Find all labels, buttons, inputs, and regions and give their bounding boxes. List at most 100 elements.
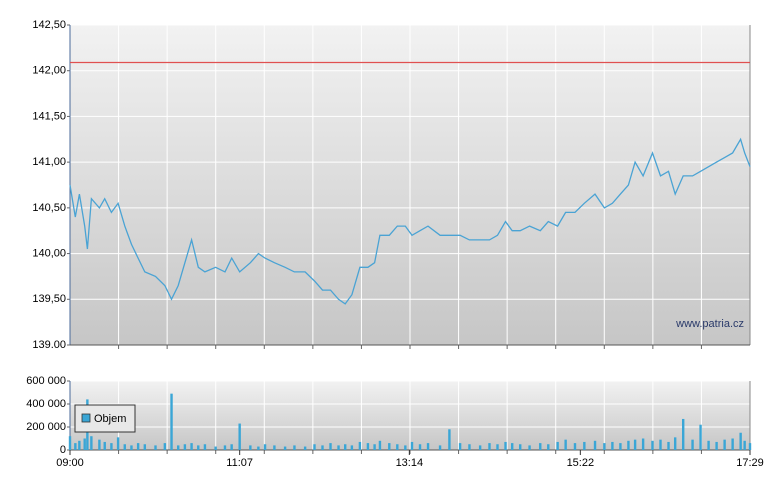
volume-bar bbox=[293, 445, 296, 450]
volume-bar bbox=[748, 443, 752, 450]
y-tick-label: 400 000 bbox=[26, 398, 66, 410]
volume-bar bbox=[230, 444, 233, 450]
volume-bar bbox=[619, 443, 622, 450]
y-tick-label: 0 bbox=[60, 444, 66, 456]
x-tick-label: 09:00 bbox=[56, 457, 84, 469]
volume-bar bbox=[177, 445, 180, 450]
volume-bar bbox=[78, 440, 81, 450]
volume-bar bbox=[190, 443, 193, 450]
volume-bar bbox=[130, 445, 133, 450]
volume-bar bbox=[583, 441, 586, 450]
volume-bar bbox=[68, 436, 72, 450]
volume-bar bbox=[303, 446, 307, 450]
volume-bar bbox=[366, 443, 370, 450]
watermark: www.patria.cz bbox=[675, 318, 744, 330]
volume-bar bbox=[98, 439, 101, 450]
volume-bar bbox=[496, 444, 499, 450]
volume-bar bbox=[197, 445, 200, 450]
y-tick-label: 140,00 bbox=[32, 247, 66, 259]
volume-bar bbox=[136, 443, 140, 450]
volume-bar bbox=[263, 444, 267, 450]
x-tick-label: 11:07 bbox=[226, 457, 253, 469]
volume-bar bbox=[468, 444, 471, 450]
volume-bar bbox=[163, 443, 167, 450]
volume-bar bbox=[659, 439, 662, 450]
volume-bar bbox=[547, 444, 550, 450]
volume-bar bbox=[438, 445, 442, 450]
volume-bar bbox=[257, 446, 260, 450]
volume-bar bbox=[223, 445, 227, 450]
volume-bar bbox=[556, 441, 559, 450]
legend-swatch bbox=[81, 413, 91, 423]
volume-bar bbox=[573, 443, 577, 450]
volume-bar bbox=[74, 443, 77, 450]
volume-bar bbox=[350, 445, 354, 450]
volume-bar bbox=[667, 441, 670, 450]
volume-bar bbox=[699, 424, 702, 450]
y-tick-label: 141,50 bbox=[32, 110, 66, 122]
volume-bar bbox=[344, 444, 347, 450]
volume-bar bbox=[321, 445, 324, 450]
volume-bar bbox=[715, 441, 718, 450]
y-tick-label: 142,50 bbox=[32, 19, 66, 31]
volume-bar bbox=[611, 441, 614, 450]
volume-bar bbox=[170, 393, 173, 450]
volume-bar bbox=[337, 445, 340, 450]
y-tick-label: 139,50 bbox=[32, 293, 66, 305]
volume-bar bbox=[123, 444, 126, 450]
y-tick-label: 140,50 bbox=[32, 202, 66, 214]
volume-bar bbox=[358, 441, 362, 450]
volume-bar bbox=[731, 438, 734, 450]
volume-bar bbox=[627, 440, 630, 450]
price-line bbox=[69, 137, 751, 305]
volume-bar bbox=[478, 445, 482, 450]
volume-bar bbox=[603, 443, 606, 450]
volume-bar bbox=[373, 444, 376, 450]
volume-bar bbox=[203, 444, 207, 450]
volume-bar bbox=[707, 440, 710, 450]
x-tick-label: 13:14 bbox=[396, 457, 424, 469]
volume-bar bbox=[488, 443, 491, 450]
volume-bar bbox=[283, 446, 287, 450]
volume-bar bbox=[528, 445, 531, 450]
volume-bar bbox=[426, 443, 430, 450]
y-tick-label: 200 000 bbox=[26, 421, 66, 433]
volume-bar bbox=[691, 439, 694, 450]
volume-bar bbox=[458, 443, 462, 450]
volume-bar bbox=[504, 441, 507, 450]
volume-bar bbox=[378, 440, 382, 450]
volume-bar bbox=[739, 432, 742, 450]
volume-bar bbox=[238, 423, 241, 450]
volume-bar bbox=[183, 444, 187, 450]
volume-bar bbox=[110, 443, 113, 450]
legend-label: Objem bbox=[94, 413, 126, 425]
volume-bar bbox=[154, 445, 157, 450]
volume-bar bbox=[396, 444, 399, 450]
volume-bar bbox=[682, 418, 685, 450]
y-tick-label: 600 000 bbox=[26, 375, 66, 387]
y-tick-label: 141,00 bbox=[32, 156, 66, 168]
x-tick-label: 17:29 bbox=[736, 457, 764, 469]
volume-bar bbox=[388, 443, 391, 450]
volume-bar bbox=[313, 444, 316, 450]
volume-bar bbox=[249, 445, 252, 450]
volume-bar bbox=[673, 437, 677, 450]
volume-bar bbox=[511, 443, 514, 450]
volume-bar bbox=[519, 444, 522, 450]
volume-bar bbox=[539, 443, 542, 450]
x-tick-label: 15:22 bbox=[567, 457, 595, 469]
volume-bar bbox=[564, 439, 567, 450]
volume-bar bbox=[214, 446, 217, 450]
volume-bar bbox=[410, 441, 414, 450]
volume-bar bbox=[103, 441, 106, 450]
volume-bar bbox=[143, 444, 147, 450]
volume-bar bbox=[418, 444, 422, 450]
volume-bar bbox=[273, 445, 276, 450]
volume-bar bbox=[651, 440, 654, 450]
volume-bar bbox=[329, 443, 332, 450]
volume-bar bbox=[116, 437, 120, 450]
y-tick-label: 142,00 bbox=[32, 65, 66, 77]
volume-bar bbox=[83, 438, 86, 450]
